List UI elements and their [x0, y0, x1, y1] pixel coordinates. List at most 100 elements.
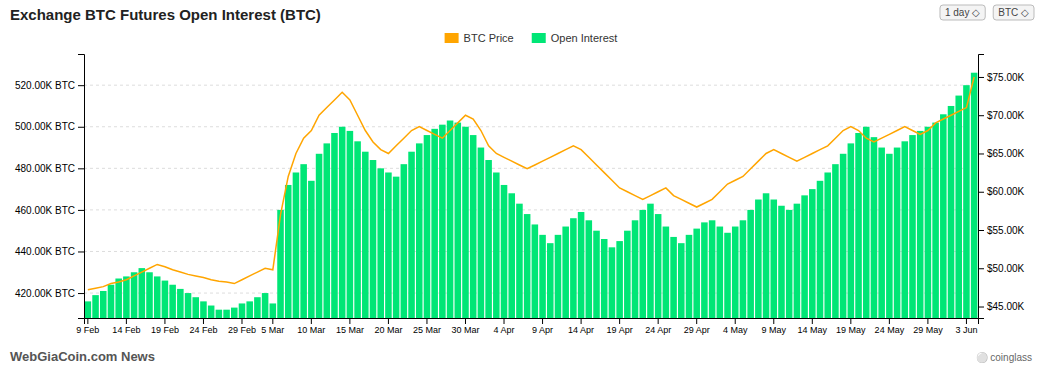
- bar: [632, 220, 639, 318]
- bar: [925, 127, 932, 318]
- tick: 4 May: [723, 318, 748, 335]
- bar: [917, 131, 924, 318]
- button: BTC ◇: [993, 5, 1034, 20]
- tick-label: 3 Jun: [955, 325, 977, 335]
- grid-line: [84, 126, 978, 127]
- tick-label: 520.00K BTC: [15, 80, 75, 91]
- legend: BTC Price Open Interest: [445, 32, 618, 44]
- tick-label: 14 Apr: [568, 325, 594, 335]
- bar: [370, 160, 377, 318]
- title: Exchange BTC Futures Open Interest (BTC): [10, 6, 321, 23]
- tick: 29 Apr: [684, 318, 710, 335]
- bar: [639, 210, 646, 318]
- tick: $50.00K: [978, 263, 1025, 274]
- tick: 24 Feb: [189, 318, 217, 335]
- bar: [601, 239, 608, 318]
- tick: 24 May: [875, 318, 905, 335]
- tick-mark: [78, 210, 84, 211]
- bar: [493, 172, 500, 318]
- bar: [909, 135, 916, 318]
- tick-mark: [78, 293, 84, 294]
- bar: [439, 125, 446, 318]
- tick-label: 4 Apr: [494, 325, 515, 335]
- tick-label: $55.00K: [987, 225, 1025, 236]
- tick-mark: [978, 77, 984, 78]
- tick-label: 20 Mar: [374, 325, 402, 335]
- tick: 19 Feb: [151, 318, 179, 335]
- bar: [100, 291, 107, 318]
- bar: [670, 237, 677, 318]
- tick: 420.00K BTC: [15, 288, 84, 299]
- grid-line: [84, 85, 978, 86]
- y-axis: 420.00K BTC440.00K BTC460.00K BTC480.00K…: [15, 55, 85, 319]
- legend-label: BTC Price: [464, 32, 514, 44]
- chart: 9 Feb14 Feb19 Feb24 Feb29 Feb5 Mar10 Mar…: [0, 0, 1042, 368]
- bar: [971, 73, 978, 318]
- tick-mark: [978, 115, 984, 116]
- bar: [524, 214, 531, 318]
- tick: $65.00K: [978, 148, 1025, 159]
- bar: [539, 235, 546, 318]
- tick-label: 4 May: [723, 325, 748, 335]
- bar-series: [85, 73, 978, 318]
- bar: [755, 200, 762, 318]
- bar: [308, 181, 315, 318]
- bar: [624, 231, 631, 318]
- bar: [770, 200, 777, 318]
- legend-item: Open Interest: [532, 32, 618, 44]
- bar: [955, 96, 962, 318]
- bar: [462, 127, 469, 318]
- bar: [794, 204, 801, 318]
- bar: [339, 127, 346, 318]
- bar: [139, 268, 146, 318]
- tick-mark: [203, 318, 204, 324]
- tick-mark: [78, 85, 84, 86]
- bar: [316, 154, 323, 318]
- tick: 14 Feb: [112, 318, 140, 335]
- tick-label: $60.00K: [987, 186, 1025, 197]
- bar: [693, 229, 700, 318]
- tick-mark: [978, 153, 984, 154]
- tick-mark: [388, 318, 389, 324]
- tick-label: 440.00K BTC: [15, 246, 75, 257]
- tick-label: 10 Mar: [297, 325, 325, 335]
- bar: [732, 227, 739, 318]
- bar: [424, 135, 431, 318]
- tick-label: 25 Mar: [413, 325, 441, 335]
- bar: [239, 303, 246, 318]
- button-box: [993, 5, 1034, 20]
- tick-mark: [87, 318, 88, 324]
- bar: [871, 137, 878, 318]
- tick-label: 15 Mar: [336, 325, 364, 335]
- bar: [547, 243, 554, 318]
- tick: $60.00K: [978, 186, 1025, 197]
- bar: [470, 135, 477, 318]
- tick: 9 Apr: [532, 318, 553, 335]
- bar: [108, 285, 115, 318]
- tick-label: $50.00K: [987, 263, 1025, 274]
- tick: 480.00K BTC: [15, 163, 84, 174]
- tick: 29 Feb: [228, 318, 256, 335]
- bar: [347, 131, 354, 318]
- tick-label: $65.00K: [987, 148, 1025, 159]
- tick-label: 480.00K BTC: [15, 163, 75, 174]
- bar: [894, 148, 901, 318]
- bar: [709, 220, 716, 318]
- bar: [115, 279, 122, 318]
- tick-mark: [696, 318, 697, 324]
- bar: [778, 206, 785, 318]
- bar: [231, 308, 238, 318]
- tick: $45.00K: [978, 301, 1025, 312]
- bar: [208, 306, 215, 318]
- bar: [254, 297, 261, 318]
- bar: [385, 172, 392, 318]
- bar: [701, 222, 708, 318]
- x-axis: 9 Feb14 Feb19 Feb24 Feb29 Feb5 Mar10 Mar…: [76, 318, 978, 335]
- axis-line: [979, 55, 985, 319]
- tick: 3 Jun: [955, 318, 977, 335]
- bar: [154, 276, 161, 318]
- bar: [609, 247, 616, 318]
- tick-label: 19 Apr: [607, 325, 633, 335]
- bar: [362, 152, 369, 318]
- bar: [323, 143, 330, 318]
